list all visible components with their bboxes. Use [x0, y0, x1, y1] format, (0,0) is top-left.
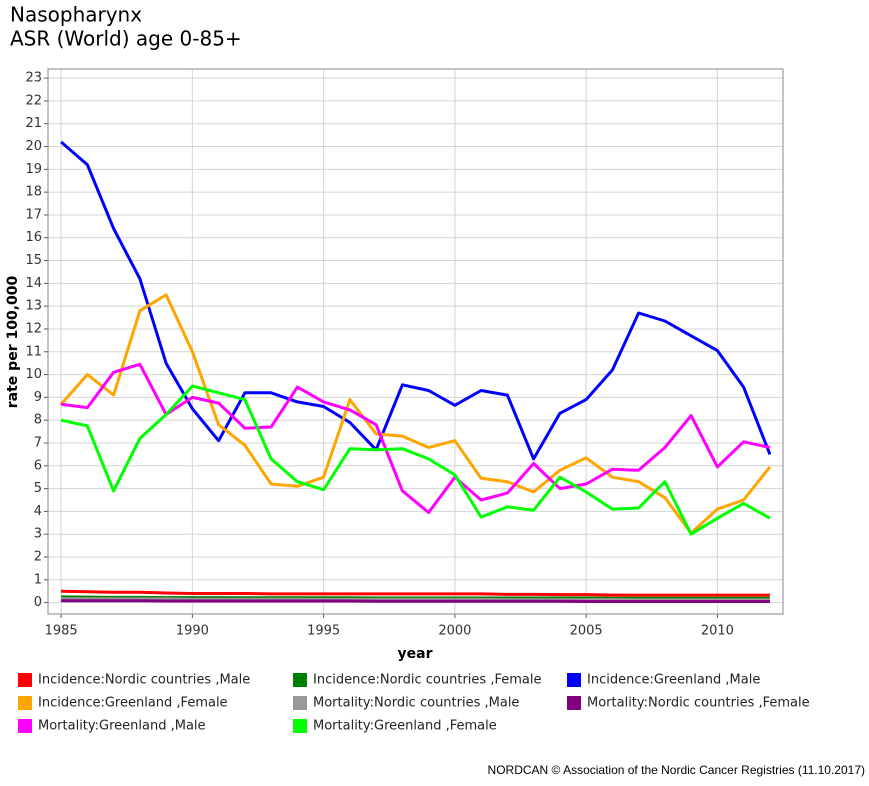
chart-subtitle: ASR (World) age 0-85+ [10, 27, 242, 51]
legend-swatch [18, 719, 32, 733]
legend-swatch [293, 696, 307, 710]
legend-swatch [293, 673, 307, 687]
y-tick-label: 2 [34, 549, 42, 564]
y-tick-label: 14 [25, 276, 42, 291]
plot-frame [47, 68, 784, 615]
y-tick-label: 15 [25, 253, 42, 268]
series-line [60, 140, 772, 461]
legend-label: Mortality:Nordic countries ,Male [313, 696, 519, 711]
series-line [61, 589, 770, 597]
legend-label: Incidence:Nordic countries ,Female [313, 673, 541, 688]
y-tick-label: 5 [34, 481, 42, 496]
y-tick-label: 12 [25, 321, 42, 336]
y-tick-label: 20 [25, 139, 42, 154]
legend-label: Incidence:Greenland ,Female [38, 696, 228, 711]
x-tick-label: 2005 [570, 624, 603, 639]
legend-swatch [293, 719, 307, 733]
series-line [59, 293, 772, 535]
y-tick-label: 21 [25, 116, 42, 131]
x-tick-label: 1990 [176, 624, 209, 639]
y-tick-label: 1 [34, 572, 42, 587]
legend-swatch [18, 673, 32, 687]
x-tick-label: 1985 [45, 624, 78, 639]
legend-label: Mortality:Greenland ,Female [313, 719, 497, 734]
series-line [60, 384, 771, 536]
series-line [61, 599, 770, 603]
y-tick-label: 19 [25, 162, 42, 177]
y-tick-label: 18 [25, 185, 42, 200]
legend-swatch [567, 673, 581, 687]
chart-title: Nasopharynx [10, 3, 142, 27]
y-tick-label: 13 [25, 299, 42, 314]
y-tick-label: 9 [34, 390, 42, 405]
x-tick-label: 2010 [701, 624, 734, 639]
x-tick-label: 1995 [307, 624, 340, 639]
y-tick-label: 22 [25, 93, 42, 108]
footer: NORDCAN © Association of the Nordic Canc… [488, 763, 865, 777]
y-axis-label: rate per 100,000 [5, 276, 21, 409]
legend-label: Incidence:Greenland ,Male [587, 673, 760, 688]
y-tick-label: 8 [34, 413, 42, 428]
legend-swatch [567, 696, 581, 710]
legend-label: Mortality:Nordic countries ,Female [587, 696, 810, 711]
y-tick-label: 16 [25, 230, 42, 245]
y-tick-label: 23 [25, 71, 42, 86]
y-tick-label: 4 [34, 504, 42, 519]
y-tick-label: 3 [34, 527, 42, 542]
series-line [61, 597, 770, 602]
y-tick-label: 17 [25, 207, 42, 222]
legend-label: Mortality:Greenland ,Male [38, 719, 206, 734]
y-tick-label: 0 [34, 595, 42, 610]
y-tick-label: 7 [34, 435, 42, 450]
x-axis-label: year [398, 646, 433, 662]
y-tick-label: 6 [34, 458, 42, 473]
series-line [60, 362, 771, 514]
x-tick-label: 2000 [438, 624, 471, 639]
legend-swatch [18, 696, 32, 710]
y-tick-label: 10 [25, 367, 42, 382]
legend-label: Incidence:Nordic countries ,Male [38, 673, 250, 688]
y-tick-label: 11 [25, 344, 42, 359]
